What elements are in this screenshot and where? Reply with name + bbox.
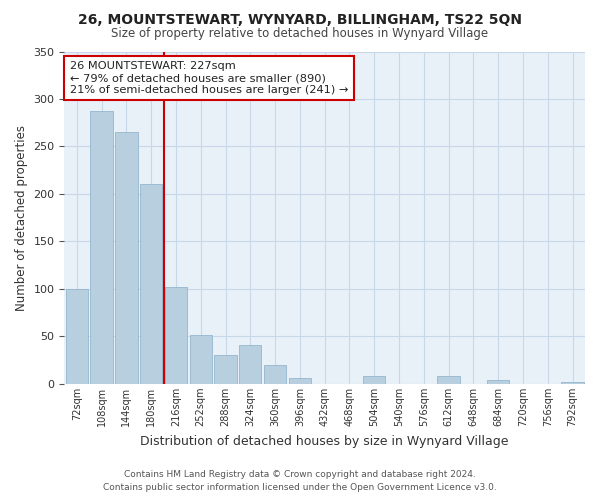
Y-axis label: Number of detached properties: Number of detached properties [15, 124, 28, 310]
Bar [363, 376, 385, 384]
Bar [214, 356, 236, 384]
Bar [190, 334, 212, 384]
Text: 26 MOUNTSTEWART: 227sqm
← 79% of detached houses are smaller (890)
21% of semi-d: 26 MOUNTSTEWART: 227sqm ← 79% of detache… [70, 62, 348, 94]
Bar [115, 132, 137, 384]
Bar [239, 345, 262, 384]
Bar [140, 184, 163, 384]
Bar [437, 376, 460, 384]
Bar [264, 365, 286, 384]
Bar [487, 380, 509, 384]
Bar [289, 378, 311, 384]
X-axis label: Distribution of detached houses by size in Wynyard Village: Distribution of detached houses by size … [140, 434, 509, 448]
Bar [91, 112, 113, 384]
Text: Size of property relative to detached houses in Wynyard Village: Size of property relative to detached ho… [112, 28, 488, 40]
Bar [65, 289, 88, 384]
Text: 26, MOUNTSTEWART, WYNYARD, BILLINGHAM, TS22 5QN: 26, MOUNTSTEWART, WYNYARD, BILLINGHAM, T… [78, 12, 522, 26]
Bar [562, 382, 584, 384]
Bar [165, 287, 187, 384]
Text: Contains HM Land Registry data © Crown copyright and database right 2024.
Contai: Contains HM Land Registry data © Crown c… [103, 470, 497, 492]
